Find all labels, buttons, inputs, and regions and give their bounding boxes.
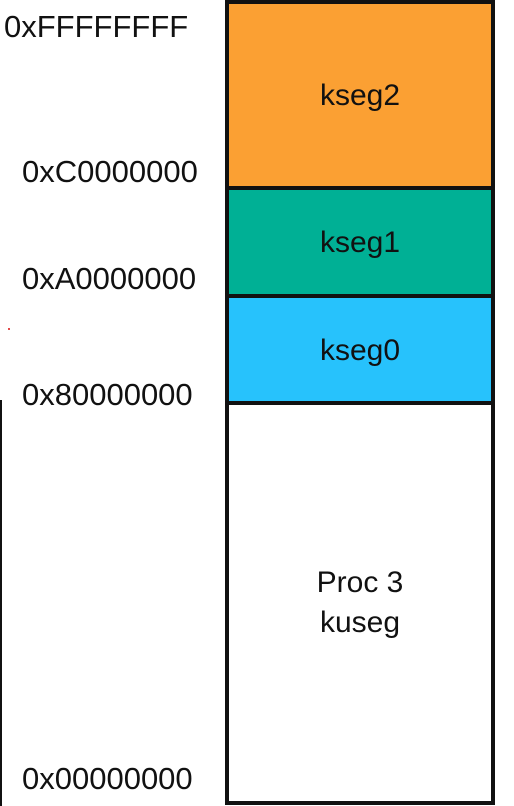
address-label-80000000: 0x80000000	[22, 377, 193, 412]
segment-kseg1: kseg1	[225, 186, 495, 296]
segment-kseg0: kseg0	[225, 294, 495, 403]
segment-kseg2-label: kseg2	[319, 79, 401, 112]
segment-kuseg-label-line1: Proc 3	[316, 566, 404, 599]
segment-kseg0-label: kseg0	[319, 333, 401, 367]
segment-kuseg-label-line2: kuseg	[319, 606, 401, 639]
stray-mark	[8, 328, 10, 330]
address-label-ffffffff: 0xFFFFFFFF	[4, 9, 189, 44]
segment-stack: kseg2 kseg1 kseg0 Proc 3 kuseg	[225, 0, 495, 806]
left-edge-line	[0, 400, 2, 806]
address-label-c0000000: 0xC0000000	[22, 154, 198, 189]
address-label-a0000000: 0xA0000000	[22, 261, 197, 296]
segment-kseg2: kseg2	[225, 0, 495, 188]
segment-kseg1-label: kseg1	[319, 226, 401, 259]
segment-kuseg: Proc 3 kuseg	[225, 401, 495, 805]
address-label-00000000: 0x00000000	[22, 761, 193, 796]
